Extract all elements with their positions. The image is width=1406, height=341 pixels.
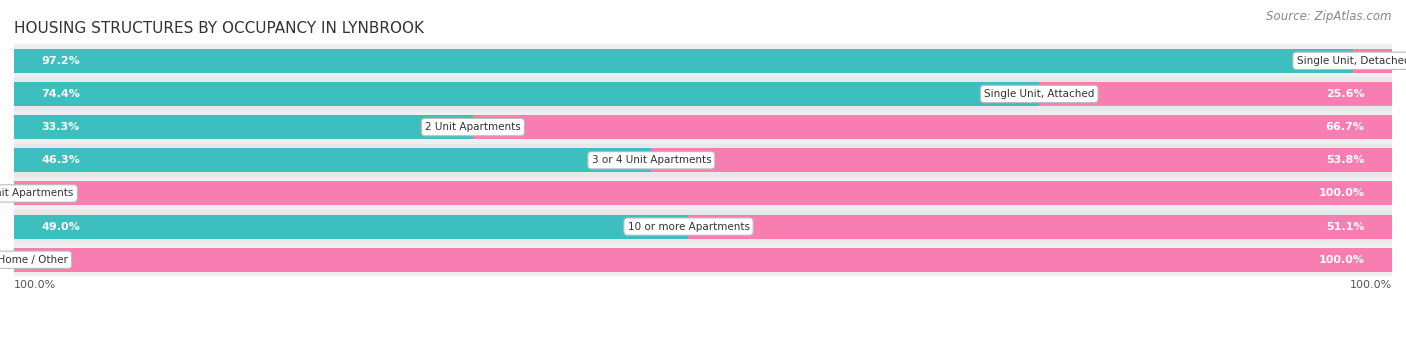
Text: 100.0%: 100.0% [1319,255,1364,265]
Text: HOUSING STRUCTURES BY OCCUPANCY IN LYNBROOK: HOUSING STRUCTURES BY OCCUPANCY IN LYNBR… [14,21,425,36]
Text: 10 or more Apartments: 10 or more Apartments [627,222,749,232]
Bar [14,44,1392,77]
Text: 100.0%: 100.0% [1319,189,1364,198]
Text: Single Unit, Detached: Single Unit, Detached [1296,56,1406,66]
Text: 53.8%: 53.8% [1326,155,1364,165]
Bar [1039,82,1392,106]
Bar [651,148,1392,172]
Text: 100.0%: 100.0% [1350,280,1392,290]
Text: Source: ZipAtlas.com: Source: ZipAtlas.com [1267,10,1392,23]
Bar [14,77,1392,110]
Text: 74.4%: 74.4% [42,89,80,99]
Text: 5 to 9 Unit Apartments: 5 to 9 Unit Apartments [0,189,73,198]
Text: 49.0%: 49.0% [42,222,80,232]
Text: 33.3%: 33.3% [42,122,80,132]
Text: 3 or 4 Unit Apartments: 3 or 4 Unit Apartments [592,155,711,165]
Text: 2 Unit Apartments: 2 Unit Apartments [425,122,520,132]
Bar [14,82,1039,106]
Text: 2.8%: 2.8% [1399,56,1406,66]
Bar [14,248,1392,272]
Bar [14,177,1392,210]
Bar [14,210,1392,243]
Text: 51.1%: 51.1% [1326,222,1364,232]
Text: 100.0%: 100.0% [14,280,56,290]
Bar [14,243,1392,276]
Bar [688,214,1392,238]
Text: 25.6%: 25.6% [1326,89,1364,99]
Text: Single Unit, Attached: Single Unit, Attached [984,89,1094,99]
Bar [14,110,1392,144]
Bar [14,115,472,139]
Text: 97.2%: 97.2% [42,56,80,66]
Bar [14,49,1354,73]
Text: Mobile Home / Other: Mobile Home / Other [0,255,67,265]
Bar [1354,49,1392,73]
Bar [14,144,1392,177]
Bar [14,181,1392,205]
Bar [14,214,689,238]
Bar [472,115,1392,139]
Text: 66.7%: 66.7% [1326,122,1364,132]
Bar [14,148,652,172]
Text: 46.3%: 46.3% [42,155,80,165]
